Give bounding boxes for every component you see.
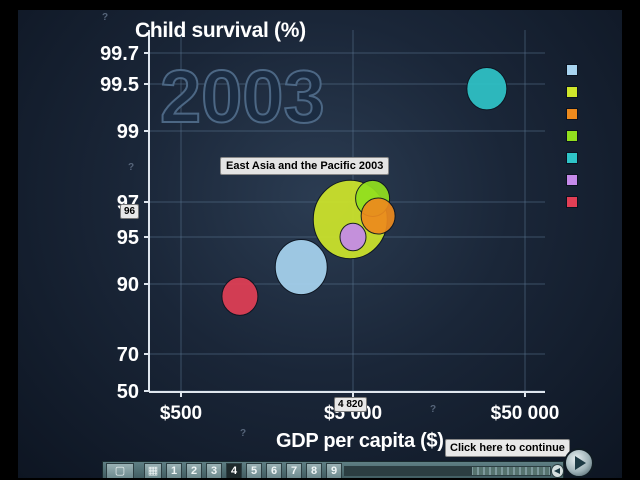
visualization-stage: 2003 50 70 90 95 97 99 99.5 99.7 $500 $5 000 $50 … xyxy=(18,10,622,478)
page-button-2[interactable]: 2 xyxy=(186,463,202,478)
y-value-marker: 96 xyxy=(120,204,140,219)
screen-button[interactable]: ▢ xyxy=(106,463,134,478)
y-axis-help-icon[interactable]: ? xyxy=(102,12,109,23)
y-tick-label: 99.5 xyxy=(100,74,139,96)
bubble[interactable] xyxy=(274,239,328,296)
continue-button[interactable]: Click here to continue xyxy=(445,439,570,457)
page-button-5[interactable]: 5 xyxy=(246,463,262,478)
x-axis-label[interactable]: GDP per capita ($) xyxy=(276,430,444,452)
page-button-4[interactable]: 4 xyxy=(226,463,242,478)
bubbles xyxy=(221,66,508,316)
legend-swatch[interactable] xyxy=(566,174,578,186)
page-button-9[interactable]: 9 xyxy=(326,463,342,478)
y-tick-label: 95 xyxy=(117,227,139,249)
legend-swatch[interactable] xyxy=(566,108,578,120)
legend-swatch[interactable] xyxy=(566,130,578,142)
timeline-progress xyxy=(345,467,473,475)
bubble[interactable] xyxy=(221,276,259,316)
y-tick-label: 99 xyxy=(117,121,139,143)
page-button-6[interactable]: 6 xyxy=(266,463,282,478)
bubble[interactable] xyxy=(360,197,396,235)
bubble[interactable] xyxy=(339,222,367,252)
legend-swatch[interactable] xyxy=(566,152,578,164)
bubble[interactable] xyxy=(466,66,508,111)
play-icon xyxy=(575,456,586,470)
color-legend[interactable] xyxy=(566,64,578,218)
timeline-slider[interactable] xyxy=(344,466,551,476)
page-button-3[interactable]: 3 xyxy=(206,463,222,478)
page-button-7[interactable]: 7 xyxy=(286,463,302,478)
step-back-button[interactable] xyxy=(551,464,564,478)
x-tick-label: $50 000 xyxy=(491,403,560,424)
x-axis-help-icon[interactable]: ? xyxy=(240,428,247,439)
play-button[interactable] xyxy=(564,448,594,478)
x-axis-help-icon-2[interactable]: ? xyxy=(430,404,437,415)
bubble-tooltip: East Asia and the Pacific 2003 xyxy=(220,157,390,175)
page-button-1[interactable]: 1 xyxy=(166,463,182,478)
y-tick-label: 50 xyxy=(117,381,139,403)
y-axis-label[interactable]: Child survival (%) xyxy=(135,19,306,42)
x-value-marker: 4 820 xyxy=(334,397,368,412)
legend-swatch[interactable] xyxy=(566,86,578,98)
grid-icon[interactable]: ▦ xyxy=(144,463,162,478)
year-watermark: 2003 xyxy=(160,55,325,138)
y-tick-label: 70 xyxy=(117,344,139,366)
legend-swatch[interactable] xyxy=(566,64,578,76)
page-button-8[interactable]: 8 xyxy=(306,463,322,478)
back-icon xyxy=(554,468,560,474)
y-tick-label: 99.7 xyxy=(100,43,139,65)
y-tick-label: 90 xyxy=(117,274,139,296)
legend-swatch[interactable] xyxy=(566,196,578,208)
x-tick-label: $500 xyxy=(160,403,202,424)
y-axis-help-icon-2[interactable]: ? xyxy=(128,162,135,173)
